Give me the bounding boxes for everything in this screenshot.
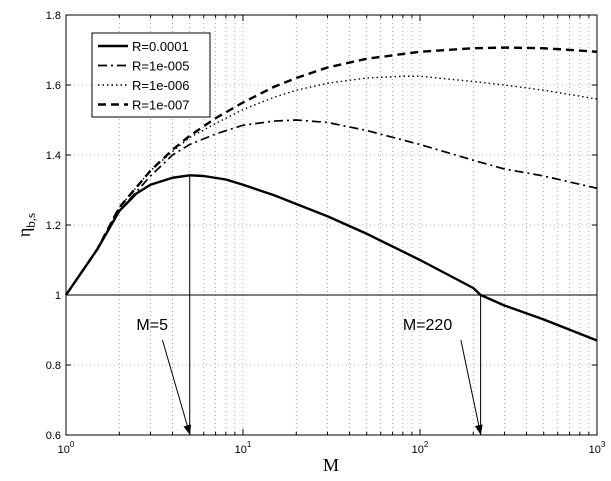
legend-label: R=1e-007 [132, 98, 189, 113]
legend-label: R=0.0001 [132, 39, 189, 54]
y-axis-title-main: η [14, 228, 34, 237]
x-tick-label-base: 10 [412, 444, 424, 456]
series-line [65, 174, 598, 342]
x-axis: 100 101 102 103 [58, 15, 606, 456]
annotation-arrow [460, 339, 483, 435]
series-line [65, 119, 598, 296]
y-axis-title: ηb,s [14, 213, 38, 237]
x-tick-label-exponent: 2 [424, 440, 429, 449]
annotation-layer: M=5 M=220 [66, 175, 597, 435]
x-tick-label: 101 [235, 440, 252, 456]
y-tick-label: 1.4 [46, 150, 61, 162]
y-tick-label: 0.8 [46, 360, 61, 372]
y-axis-title-subscript: b,s [23, 213, 38, 228]
x-tick-label-exponent: 0 [70, 440, 75, 449]
y-tick-label: 1.2 [46, 220, 61, 232]
y-tick-label: 0.6 [46, 430, 61, 442]
y-axis: 0.6 0.8 1 1.2 1.4 1.6 1.8 [46, 10, 597, 442]
legend-label: R=1e-005 [132, 59, 189, 74]
annotation-label: M=220 [403, 317, 452, 334]
x-tick-label-exponent: 3 [601, 440, 606, 449]
x-tick-label-base: 10 [235, 444, 247, 456]
y-tick-label: 1.8 [46, 10, 61, 22]
x-tick-label: 100 [58, 440, 75, 456]
y-tick-label: 1.6 [46, 80, 61, 92]
y-tick-label: 1 [55, 290, 61, 302]
annotation-label: M=5 [136, 317, 168, 334]
legend-label: R=1e-006 [132, 78, 189, 93]
x-tick-label: 102 [412, 440, 429, 456]
x-tick-label-base: 10 [589, 444, 601, 456]
x-tick-label-exponent: 1 [247, 440, 252, 449]
x-tick-label: 103 [589, 440, 606, 456]
series-line [65, 46, 598, 296]
x-tick-label-base: 10 [58, 444, 70, 456]
annotation-arrow [161, 339, 192, 435]
legend: R=0.0001 R=1e-005 R=1e-006 R=1e-007 [91, 32, 211, 118]
x-axis-title: M [323, 455, 339, 475]
series-layer [65, 46, 598, 342]
